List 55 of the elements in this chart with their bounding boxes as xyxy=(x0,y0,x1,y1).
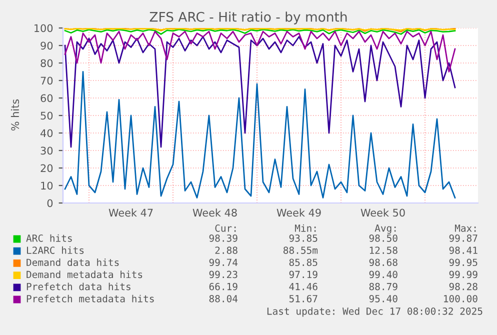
y-axis-title: % hits xyxy=(10,99,20,131)
text: 93.85 xyxy=(289,234,318,242)
y-tick-label: 60 xyxy=(40,94,53,102)
y-tick-label: 90 xyxy=(40,42,53,50)
text: 99.74 xyxy=(209,258,238,266)
y-tick-label: 10 xyxy=(41,182,53,190)
legend-label: Prefetch metadata hits xyxy=(26,294,154,302)
text: 88.79 xyxy=(369,282,398,290)
text: 12.58 xyxy=(370,246,398,254)
text: 97.19 xyxy=(289,270,318,278)
text: Avg: xyxy=(374,224,396,234)
text: Min: xyxy=(294,224,316,232)
text: 98.28 xyxy=(449,282,478,290)
text: 41.46 xyxy=(289,282,318,290)
y-tick-label: 0 xyxy=(47,199,53,208)
text: 98.50 xyxy=(369,234,398,242)
text: 99.40 xyxy=(369,270,398,278)
text: 66.19 xyxy=(209,282,238,290)
text: 98.41 xyxy=(449,246,478,254)
y-tick-label: 40 xyxy=(40,129,53,138)
y-tick-label: 20 xyxy=(40,164,53,172)
text: 99.87 xyxy=(449,234,478,242)
line-series xyxy=(64,36,456,148)
y-tick-label: 80 xyxy=(40,59,53,68)
text: 99.95 xyxy=(449,258,478,266)
line-series xyxy=(64,71,456,198)
text: 95.40 xyxy=(369,294,398,302)
chart-title: ZFS ARC - Hit ratio - by month xyxy=(150,12,347,24)
text: Last update: Wed Dec 17 08:00:32 2025 xyxy=(267,307,482,317)
x-tick-label: Week 48 xyxy=(192,208,237,217)
text: 99.23 xyxy=(209,270,238,278)
legend-label: Prefetch data hits xyxy=(26,282,130,290)
x-tick-label: Week 47 xyxy=(108,208,153,217)
text: 2.88 xyxy=(215,246,238,254)
text: 98.39 xyxy=(209,234,238,242)
legend-label: Demand metadata hits xyxy=(26,270,142,278)
text: 88.04 xyxy=(209,294,238,302)
y-tick-label: 50 xyxy=(40,112,53,120)
legend-label: L2ARC hits xyxy=(27,246,84,254)
text: 88.55m xyxy=(284,246,318,254)
y-tick-label: 100 xyxy=(34,24,53,32)
text: 51.67 xyxy=(289,294,318,302)
y-tick-label: 30 xyxy=(40,146,53,155)
y-tick-label: 70 xyxy=(40,76,53,85)
text: 100.00 xyxy=(444,294,478,302)
text: 99.99 xyxy=(449,270,478,278)
legend-label: ARC hits xyxy=(26,234,72,242)
text: 85.85 xyxy=(289,258,318,266)
x-tick-label: Week 49 xyxy=(276,208,321,217)
line-series xyxy=(64,30,456,72)
text: 98.68 xyxy=(369,258,398,266)
legend-label: Demand data hits xyxy=(26,258,119,266)
x-tick-label: Week 50 xyxy=(360,208,405,217)
text: Cur: xyxy=(215,224,236,232)
text: Max: xyxy=(454,224,476,232)
